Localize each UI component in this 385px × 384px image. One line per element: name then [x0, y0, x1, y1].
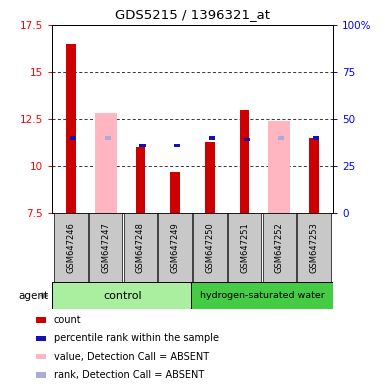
Bar [105, 136, 111, 139]
Bar [309, 138, 319, 213]
Bar [124, 213, 157, 282]
Bar [159, 213, 192, 282]
Bar [136, 147, 145, 213]
Text: GSM647253: GSM647253 [310, 222, 318, 273]
Text: GDS5215 / 1396321_at: GDS5215 / 1396321_at [115, 8, 270, 21]
Text: GSM647246: GSM647246 [67, 222, 75, 273]
Bar [278, 136, 285, 139]
Bar [193, 213, 226, 282]
Bar [228, 213, 261, 282]
Text: GSM647248: GSM647248 [136, 222, 145, 273]
Text: GSM647251: GSM647251 [240, 222, 249, 273]
Bar [95, 113, 117, 213]
Text: percentile rank within the sample: percentile rank within the sample [54, 333, 219, 343]
Bar [174, 144, 180, 147]
Bar [36, 372, 46, 378]
Text: count: count [54, 315, 81, 325]
Bar [52, 282, 191, 309]
Bar [70, 136, 76, 139]
Bar [139, 144, 146, 147]
Bar [36, 354, 46, 359]
Bar [54, 213, 88, 282]
Bar [297, 213, 331, 282]
Text: GSM647247: GSM647247 [101, 222, 110, 273]
Text: control: control [104, 291, 142, 301]
Text: hydrogen-saturated water: hydrogen-saturated water [199, 291, 324, 300]
Bar [89, 213, 122, 282]
Text: rank, Detection Call = ABSENT: rank, Detection Call = ABSENT [54, 370, 204, 380]
Bar [36, 317, 46, 323]
Text: value, Detection Call = ABSENT: value, Detection Call = ABSENT [54, 352, 209, 362]
Text: GSM647250: GSM647250 [205, 222, 214, 273]
Bar [209, 136, 215, 139]
Bar [205, 142, 214, 213]
Bar [36, 336, 46, 341]
Bar [313, 136, 319, 139]
Bar [268, 121, 290, 213]
Bar [171, 172, 180, 213]
Bar [243, 138, 250, 141]
Bar [263, 213, 296, 282]
Text: GSM647249: GSM647249 [171, 222, 180, 273]
Bar [240, 110, 249, 213]
Text: agent: agent [18, 291, 48, 301]
Text: GSM647252: GSM647252 [275, 222, 284, 273]
Bar [66, 44, 76, 213]
Bar [191, 282, 333, 309]
